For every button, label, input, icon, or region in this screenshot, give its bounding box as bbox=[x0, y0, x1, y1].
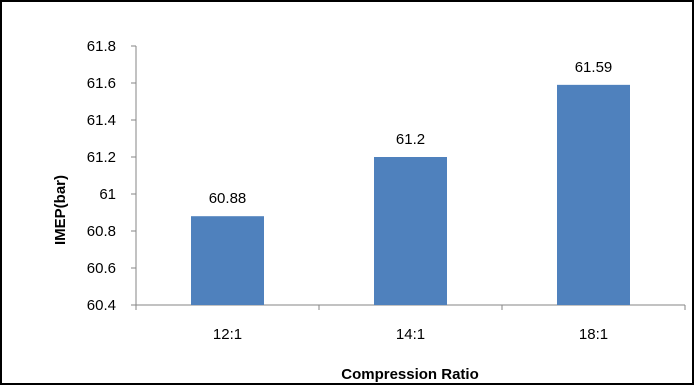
y-tick-label: 61 bbox=[99, 186, 116, 203]
y-axis-title: IMEP(bar) bbox=[52, 175, 69, 245]
y-tick-label: 61.2 bbox=[87, 149, 116, 166]
x-axis-title: Compression Ratio bbox=[341, 366, 479, 383]
y-tick-label: 60.8 bbox=[87, 223, 116, 240]
y-tick-label: 61.6 bbox=[87, 75, 116, 92]
data-label: 61.2 bbox=[396, 131, 425, 148]
bar bbox=[557, 84, 630, 305]
y-tick-label: 61.4 bbox=[87, 112, 116, 129]
x-tick-label: 14:1 bbox=[396, 326, 425, 343]
y-tick-label: 61.8 bbox=[87, 38, 116, 55]
bar bbox=[191, 216, 264, 305]
plot-area: 60.4 60.6 60.8 61 61.2 61.4 61.6 61.8 60.88 12:1 6… bbox=[87, 38, 686, 343]
data-label: 61.59 bbox=[575, 59, 613, 76]
data-label: 60.88 bbox=[209, 190, 247, 207]
x-tick-label: 12:1 bbox=[213, 326, 242, 343]
y-tick-label: 60.4 bbox=[87, 297, 116, 314]
y-tick-label: 60.6 bbox=[87, 260, 116, 277]
bar bbox=[374, 157, 447, 305]
x-tick-label: 18:1 bbox=[579, 326, 608, 343]
